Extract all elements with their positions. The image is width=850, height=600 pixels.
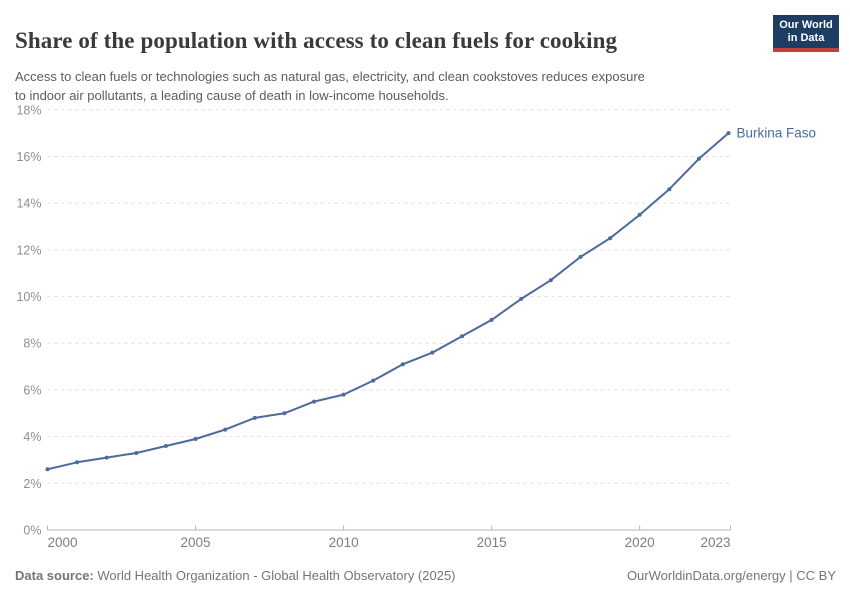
data-point[interactable] [163,444,168,448]
y-tick-label: 0% [23,524,41,538]
data-point[interactable] [548,278,553,283]
data-point[interactable] [371,378,376,383]
data-point[interactable] [45,467,50,472]
x-tick-label: 2015 [477,535,507,550]
x-tick-label: 2005 [181,535,211,550]
x-tick-label: 2020 [625,535,655,550]
y-tick-label: 10% [16,290,41,304]
chart-subtitle: Access to clean fuels or technologies su… [15,67,645,105]
y-tick-label: 14% [16,197,41,211]
data-point[interactable] [696,156,701,161]
owid-logo[interactable]: Our World in Data [773,15,839,52]
data-point[interactable] [104,455,109,460]
data-point[interactable] [430,350,435,355]
y-tick-label: 8% [23,337,41,351]
data-point[interactable] [608,236,613,241]
owid-logo-line-1: Our World [779,19,833,31]
data-point[interactable] [252,415,257,420]
line-chart-plot-area[interactable]: 0% 2% 4% 6% 8% 10% 12% 14% 16% 18% 2000 2005 2010 201… [0,95,850,565]
subtitle-line-2: to indoor air pollutants, a leading caus… [15,88,449,103]
data-source-label: Data source: [15,568,94,583]
x-tick-label: 2000 [48,535,78,550]
data-source-note: Data source: World Health Organization -… [15,568,456,583]
y-tick-label: 12% [16,243,41,257]
data-point[interactable] [637,212,642,217]
series-end-label[interactable]: Burkina Faso [737,126,817,141]
x-tick-label: 2010 [329,535,359,550]
owid-logo-line-2: in Data [787,32,825,44]
series-line-burkina-faso[interactable] [46,132,730,471]
data-point[interactable] [489,317,494,322]
data-point[interactable] [460,334,464,339]
y-tick-label: 18% [16,103,41,117]
data-source-value: World Health Organization - Global Healt… [93,568,456,583]
y-tick-label: 16% [16,150,41,164]
data-point[interactable] [519,296,524,301]
subtitle-line-1: Access to clean fuels or technologies su… [15,69,645,84]
y-tick-label: 2% [23,477,41,491]
data-point[interactable] [726,131,731,136]
y-tick-label: 6% [23,383,41,397]
data-point[interactable] [400,362,405,367]
chart-title: Share of the population with access to c… [15,28,618,54]
chart-footer: Data source: World Health Organization -… [15,568,836,583]
data-point[interactable] [667,187,672,192]
data-point[interactable] [578,254,583,259]
y-tick-label: 4% [23,430,41,444]
data-point[interactable] [223,427,228,432]
data-point[interactable] [193,437,198,441]
data-point[interactable] [134,451,139,455]
data-point[interactable] [282,411,287,416]
data-point[interactable] [312,399,316,404]
data-point[interactable] [75,460,80,465]
x-tick-label: 2023 [700,535,730,550]
attribution-link[interactable]: OurWorldinData.org/energy | CC BY [626,568,836,583]
data-point[interactable] [341,392,346,397]
